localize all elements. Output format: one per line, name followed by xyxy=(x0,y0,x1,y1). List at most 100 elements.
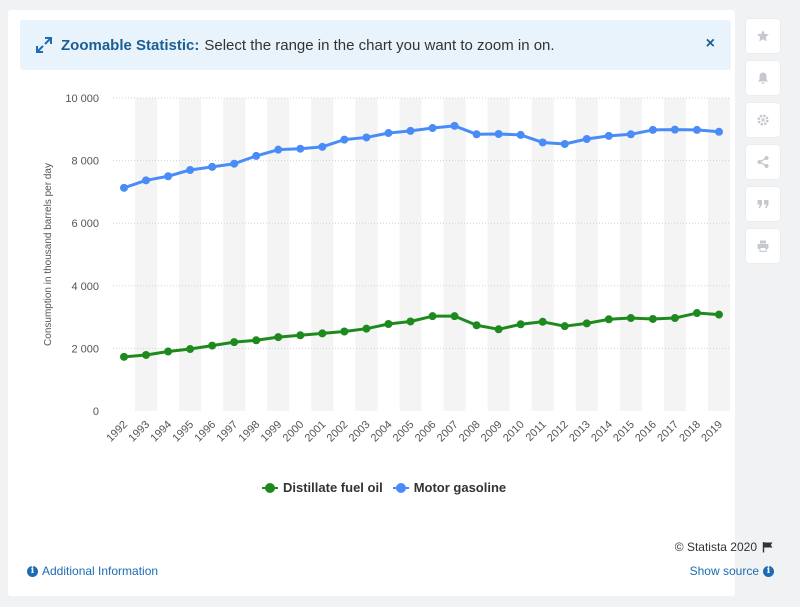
close-icon[interactable]: × xyxy=(705,35,715,52)
point-distillate-fuel-oil-2000 xyxy=(296,331,305,340)
point-motor-gasoline-1994 xyxy=(164,172,173,181)
point-distillate-fuel-oil-2004 xyxy=(384,319,393,328)
band-2017 xyxy=(663,98,686,411)
y-tick-label: 10 000 xyxy=(65,93,99,105)
point-motor-gasoline-2017 xyxy=(670,125,679,134)
legend-item-gasoline[interactable]: Motor gasoline xyxy=(392,480,507,495)
point-motor-gasoline-1992 xyxy=(120,183,129,192)
quote-icon xyxy=(757,200,769,208)
band-2013 xyxy=(575,98,598,411)
point-motor-gasoline-2010 xyxy=(516,130,525,139)
x-tick-label-2012: 2012 xyxy=(545,419,571,445)
point-distillate-fuel-oil-1995 xyxy=(186,345,195,354)
point-motor-gasoline-2015 xyxy=(626,130,635,139)
point-distillate-fuel-oil-2006 xyxy=(428,312,437,321)
point-motor-gasoline-2011 xyxy=(538,138,547,147)
band-1993 xyxy=(135,98,158,411)
point-motor-gasoline-1999 xyxy=(274,145,283,154)
x-tick-label-2017: 2017 xyxy=(655,419,681,445)
x-tick-label-1996: 1996 xyxy=(192,419,218,445)
x-tick-label-2004: 2004 xyxy=(369,419,395,445)
line-chart[interactable]: 0 2 000 4 000 6 000 8 000 10 000 Consumption i… xyxy=(0,0,740,470)
banner-text: Select the range in the chart you want t… xyxy=(204,36,555,54)
band-2003 xyxy=(355,98,378,411)
point-motor-gasoline-2014 xyxy=(604,131,613,140)
y-tick-label: 8 000 xyxy=(71,156,99,168)
show-source-link[interactable]: Show source i xyxy=(690,564,774,578)
info-icon: i xyxy=(763,565,774,577)
x-tick-label-1998: 1998 xyxy=(237,419,263,445)
legend-label-gasoline: Motor gasoline xyxy=(413,480,507,495)
y-tick-label: 0 xyxy=(93,406,99,418)
legend-marker-gasoline xyxy=(392,482,409,493)
x-tick-label-2007: 2007 xyxy=(435,419,461,445)
band-2011 xyxy=(531,98,554,411)
point-distillate-fuel-oil-2001 xyxy=(318,329,327,338)
additional-information-link[interactable]: i Additional Information xyxy=(27,564,158,578)
band-2007 xyxy=(443,98,466,411)
point-distillate-fuel-oil-2003 xyxy=(362,324,371,333)
series-line-distillate-fuel-oil xyxy=(123,311,720,359)
legend-marker-distillate xyxy=(262,482,278,493)
point-distillate-fuel-oil-2002 xyxy=(340,327,349,336)
x-tick-label-2005: 2005 xyxy=(391,419,417,445)
print-button[interactable] xyxy=(746,229,780,263)
point-distillate-fuel-oil-2008 xyxy=(472,321,481,330)
point-motor-gasoline-2000 xyxy=(296,144,305,153)
point-distillate-fuel-oil-2007 xyxy=(450,312,459,321)
point-motor-gasoline-2009 xyxy=(494,129,503,138)
point-motor-gasoline-2005 xyxy=(406,126,415,135)
point-distillate-fuel-oil-2018 xyxy=(692,309,701,318)
x-tick-label-2016: 2016 xyxy=(633,419,659,445)
point-motor-gasoline-2006 xyxy=(428,124,437,133)
point-motor-gasoline-2019 xyxy=(714,127,723,136)
zoom-banner: Zoomable Statistic: Select the range in … xyxy=(20,20,731,70)
favorite-button[interactable] xyxy=(746,19,780,53)
point-motor-gasoline-1998 xyxy=(252,151,261,160)
notification-button[interactable] xyxy=(746,61,780,95)
band-2019 xyxy=(707,98,730,411)
print-icon xyxy=(757,240,769,252)
x-tick-label-2009: 2009 xyxy=(479,419,505,445)
point-distillate-fuel-oil-2005 xyxy=(406,317,415,326)
legend-item-distillate[interactable]: Distillate fuel oil xyxy=(262,480,383,495)
x-tick-label-2008: 2008 xyxy=(457,419,483,445)
cite-button[interactable] xyxy=(746,187,780,221)
expand-icon xyxy=(36,37,52,53)
point-distillate-fuel-oil-1997 xyxy=(230,338,239,347)
point-distillate-fuel-oil-2014 xyxy=(604,315,613,324)
x-tick-label-2003: 2003 xyxy=(347,419,373,445)
point-distillate-fuel-oil-2019 xyxy=(714,310,723,319)
sidebar-toolbar xyxy=(746,19,780,271)
point-motor-gasoline-1996 xyxy=(208,162,217,171)
flag-icon[interactable] xyxy=(762,541,774,553)
point-distillate-fuel-oil-2011 xyxy=(538,317,547,326)
x-tick-label-2000: 2000 xyxy=(281,419,307,445)
point-distillate-fuel-oil-2010 xyxy=(516,320,525,329)
y-axis-title: Consumption in thousand barrels per day xyxy=(43,163,54,346)
x-tick-label-2015: 2015 xyxy=(611,419,637,445)
share-icon xyxy=(757,156,769,168)
point-distillate-fuel-oil-2016 xyxy=(648,314,657,323)
band-2015 xyxy=(619,98,642,411)
point-distillate-fuel-oil-2013 xyxy=(582,319,591,328)
point-motor-gasoline-2001 xyxy=(318,142,327,151)
x-tick-label-1997: 1997 xyxy=(215,419,241,445)
band-1995 xyxy=(179,98,202,411)
banner-label: Zoomable Statistic: xyxy=(61,36,200,54)
x-tick-label-2019: 2019 xyxy=(699,419,725,445)
band-2005 xyxy=(399,98,422,411)
point-motor-gasoline-2007 xyxy=(450,121,459,130)
show-source-label: Show source xyxy=(689,564,759,578)
point-distillate-fuel-oil-1994 xyxy=(164,347,173,356)
settings-button[interactable] xyxy=(746,103,780,137)
y-tick-label: 4 000 xyxy=(71,281,99,293)
point-motor-gasoline-2004 xyxy=(384,129,393,138)
point-motor-gasoline-2002 xyxy=(340,135,349,144)
band-1997 xyxy=(223,98,246,411)
copyright: © Statista 2020 xyxy=(675,540,774,554)
band-1999 xyxy=(267,98,290,411)
share-button[interactable] xyxy=(746,145,780,179)
additional-information-label: Additional Information xyxy=(42,564,159,578)
x-tick-label-2002: 2002 xyxy=(325,419,351,445)
